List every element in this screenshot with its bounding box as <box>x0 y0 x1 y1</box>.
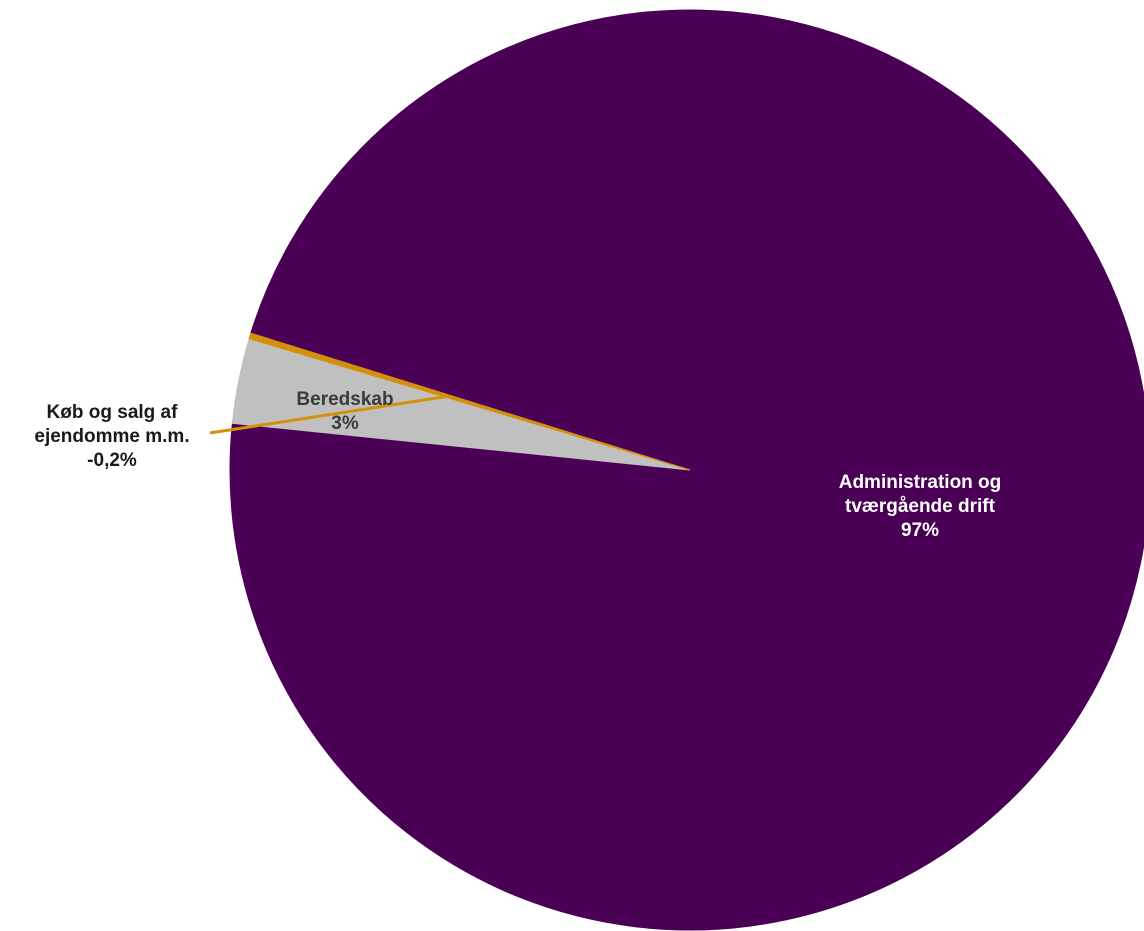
pie-slices <box>229 9 1144 931</box>
slice-name-label-2: ejendomme m.m. <box>34 426 189 447</box>
slice-name-label-0: Administration og <box>839 472 1002 493</box>
slice-name-label-1: Beredskab <box>296 389 393 410</box>
slice-name-label-2: Køb og salg af <box>47 402 179 423</box>
slice-value-label-1: 3% <box>331 413 359 434</box>
slice-labels: Administration og tværgående drift 97% Bere… <box>34 389 1001 541</box>
slice-value-label-2: -0,2% <box>87 450 137 471</box>
leader-line-koeb-og-salg <box>209 394 449 435</box>
pie-slice-2 <box>248 332 691 471</box>
slice-name-label-0: tværgående drift <box>845 496 996 517</box>
slice-value-label-0: 97% <box>901 520 939 541</box>
